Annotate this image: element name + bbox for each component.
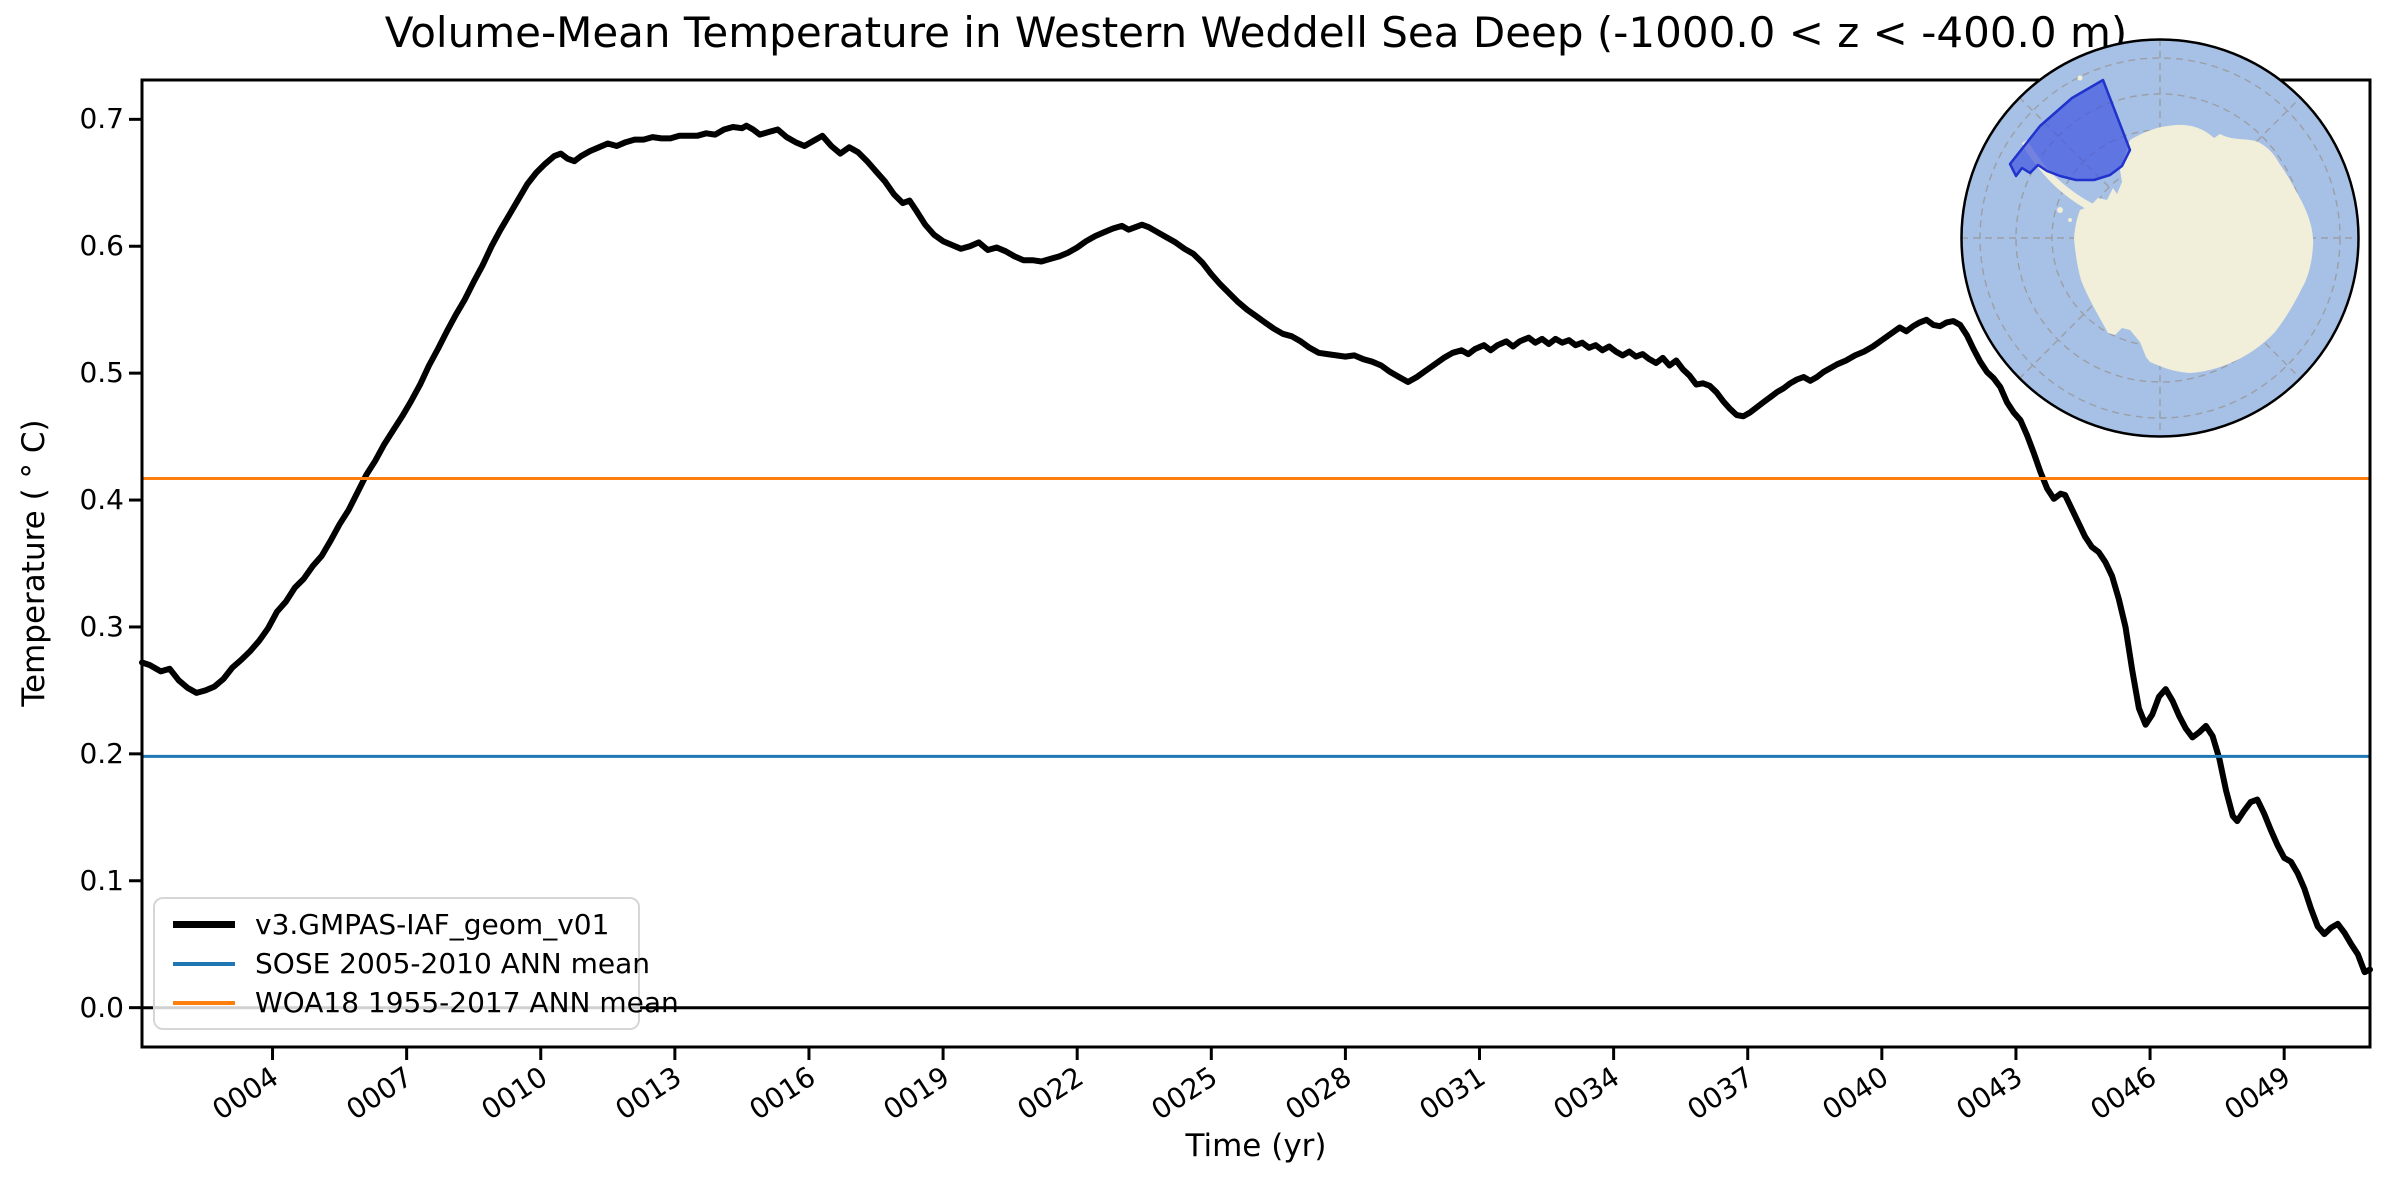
legend: v3.GMPAS-IAF_geom_v01 SOSE 2005-2010 ANN… (153, 897, 679, 1030)
y-tick-label: 0.6 (79, 229, 124, 263)
legend-label: SOSE 2005-2010 ANN mean (255, 947, 651, 980)
chart-title: Volume-Mean Temperature in Western Wedde… (384, 8, 2128, 57)
legend-entry-sose: SOSE 2005-2010 ANN mean (155, 945, 650, 983)
y-tick-label: 0.2 (79, 736, 124, 770)
y-tick-label: 0.5 (79, 356, 124, 390)
y-tick-label: 0.7 (79, 102, 124, 136)
map-border (1960, 38, 2360, 438)
y-tick-label: 0.1 (79, 863, 124, 897)
antarctica-inset-map (1960, 38, 2360, 438)
island (2208, 354, 2218, 360)
black-line-swatch (173, 921, 235, 928)
island (2057, 207, 2063, 213)
y-tick-label: 0.3 (79, 609, 124, 643)
y-tick-label: 0.4 (79, 483, 124, 517)
blue-line-swatch (173, 961, 235, 966)
legend-label: v3.GMPAS-IAF_geom_v01 (255, 908, 610, 941)
x-axis-label: Time (yr) (1185, 1128, 1327, 1164)
y-axis-label: Temperature ( ° C) (16, 419, 52, 707)
series-v3.GMPAS-IAF_geom_v01 (139, 122, 2373, 976)
axes-spines (140, 78, 2372, 1049)
island (2188, 357, 2206, 367)
y-tick-label: 0.0 (79, 990, 124, 1024)
legend-entry-woa18: WOA18 1955-2017 ANN mean (155, 984, 679, 1022)
island (2068, 218, 2072, 222)
island (2077, 75, 2083, 81)
legend-entry-model: v3.GMPAS-IAF_geom_v01 (155, 906, 638, 944)
weddell-region-highlight (2008, 78, 2132, 182)
legend-label: WOA18 1955-2017 ANN mean (255, 986, 679, 1019)
orange-line-swatch (173, 1000, 235, 1005)
